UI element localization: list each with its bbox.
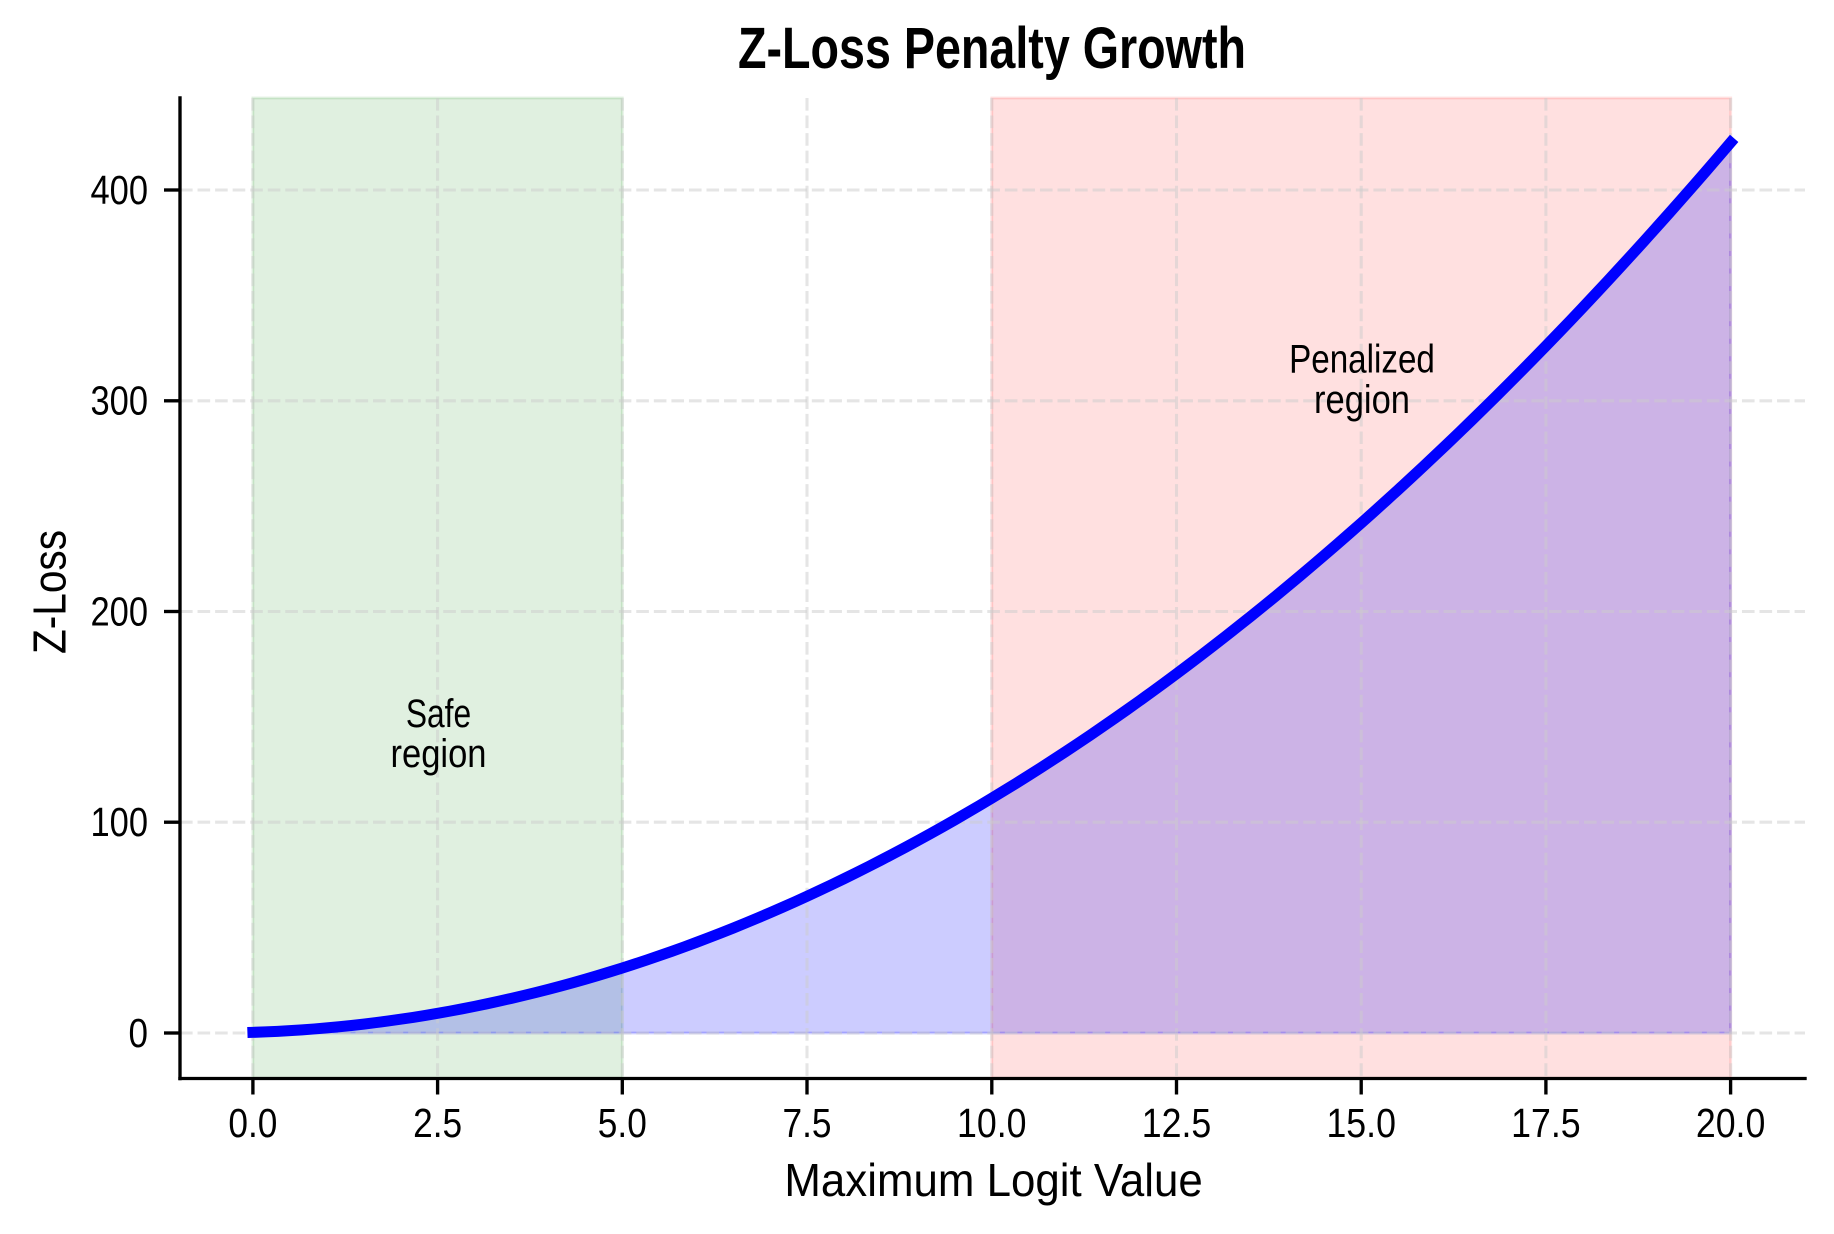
svg-text:Penalized: Penalized bbox=[1289, 338, 1435, 382]
svg-text:200: 200 bbox=[91, 588, 149, 634]
svg-text:region: region bbox=[391, 732, 487, 776]
svg-text:0: 0 bbox=[129, 1010, 149, 1056]
svg-text:400: 400 bbox=[91, 167, 149, 213]
svg-text:Maximum Logit Value: Maximum Logit Value bbox=[784, 1154, 1202, 1206]
svg-text:15.0: 15.0 bbox=[1326, 1100, 1396, 1146]
svg-text:100: 100 bbox=[91, 799, 149, 845]
svg-text:region: region bbox=[1314, 378, 1410, 422]
svg-text:Z-Loss: Z-Loss bbox=[23, 530, 75, 654]
svg-text:Safe: Safe bbox=[406, 692, 471, 736]
svg-text:0.0: 0.0 bbox=[228, 1100, 277, 1146]
svg-text:7.5: 7.5 bbox=[783, 1100, 832, 1146]
svg-text:12.5: 12.5 bbox=[1142, 1100, 1212, 1146]
svg-text:10.0: 10.0 bbox=[957, 1100, 1027, 1146]
svg-text:Z-Loss Penalty Growth: Z-Loss Penalty Growth bbox=[738, 16, 1246, 81]
svg-text:300: 300 bbox=[91, 378, 149, 424]
svg-text:5.0: 5.0 bbox=[598, 1100, 647, 1146]
svg-text:2.5: 2.5 bbox=[413, 1100, 462, 1146]
svg-text:20.0: 20.0 bbox=[1696, 1100, 1766, 1146]
svg-text:17.5: 17.5 bbox=[1511, 1100, 1581, 1146]
